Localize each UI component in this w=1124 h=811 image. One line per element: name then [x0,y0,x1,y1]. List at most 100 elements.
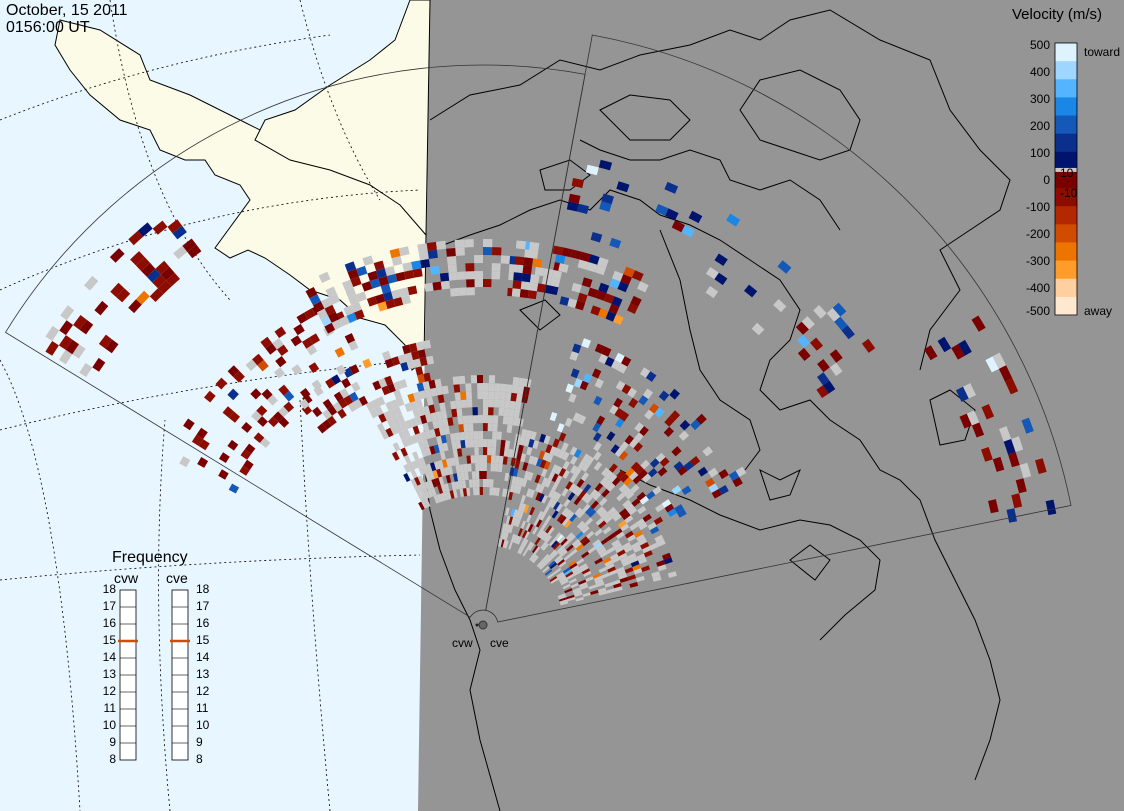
scatter-cell-648 [525,522,531,532]
scatter-cell-949 [663,557,673,565]
scatter-cell-377 [291,364,303,376]
scatter-cell-183 [472,415,479,424]
scatter-cell-384 [198,439,210,451]
scatter-cell-750 [576,520,585,529]
scatter-cell-1066 [519,289,529,299]
scatter-cell-768 [514,476,521,486]
scatter-cell-131 [478,439,483,448]
scatter-cell-550 [58,335,73,350]
scatter-cell-165 [458,424,465,433]
scatter-cell-664 [569,562,578,570]
time-label: 0156:00 UT [6,19,90,36]
coastline-10 [519,299,561,331]
scatter-cell-574 [532,555,539,564]
scatter-cell-996 [657,466,668,477]
scatter-cell-1156 [726,213,741,227]
scatter-cell-863 [610,510,619,519]
scatter-cell-343 [402,344,411,355]
scatter-cell-396 [290,335,302,347]
scatter-cell-753 [586,530,595,539]
scatter-cell-986 [619,441,629,451]
scatter-cell-93 [478,455,483,463]
scatter-cell-330 [391,356,401,366]
scatter-cell-1142 [829,349,843,363]
scatter-cell-555 [59,320,74,336]
scatter-cell-341 [362,358,372,369]
scatter-cell-118 [412,451,420,461]
colorbar-tick-label: -100 [1025,200,1050,214]
scatter-cell-1140 [681,225,695,238]
scatter-cell-702 [537,510,544,520]
scatter-cell-75 [490,463,495,472]
scatter-cell-650 [532,526,539,535]
scatter-cell-247 [483,391,489,400]
scatter-cell-262 [418,390,427,400]
scatter-cell-920 [656,560,666,567]
scatter-cell-894 [643,550,653,558]
scatter-cell-477 [491,263,501,272]
scatter-cell-881 [573,467,582,477]
scatter-cell-640 [574,592,583,597]
scatter-cell-391 [191,434,204,446]
scatter-cell-769 [518,477,524,487]
scatter-cell-620 [517,528,523,537]
scatter-cell-724 [564,519,572,529]
scatter-cell-1092 [598,282,610,294]
scatter-cell-738 [529,489,536,499]
frequency-scale-label-cve: 9 [196,735,203,749]
scatter-cell-44 [427,479,434,489]
site-label-cve: cve [490,636,509,650]
scatter-cell-490 [402,262,413,272]
scatter-cell-92 [474,455,479,464]
scatter-cell-1135 [795,321,809,335]
scatter-cell-980 [664,503,675,513]
colorbar-tick-label: 0 [1043,173,1050,187]
scatter-cell-401 [265,343,277,355]
scatter-cell-905 [557,449,566,459]
scatter-cell-6 [439,492,446,502]
frequency-title: Frequency [112,549,188,566]
scatter-cell-548 [135,257,150,272]
scatter-cell-233 [514,401,522,411]
scatter-cell-45 [431,478,438,488]
scatter-cell-900 [528,438,535,448]
scatter-cell-902 [545,444,553,454]
scatter-cell-782 [606,546,616,554]
scatter-cell-301 [381,385,391,396]
scatter-cell-209 [488,407,494,416]
scatter-cell-551 [73,315,87,330]
scatter-cell-847 [528,455,535,465]
scatter-cell-1072 [598,308,609,319]
scatter-cell-939 [622,487,632,496]
scatter-cell-505 [446,248,456,257]
colorbar-ground-band [1055,167,1077,172]
scatter-cell-657 [551,540,559,548]
scatter-cell-944 [647,522,657,531]
date-label: October, 15 2011 [6,2,128,19]
scatter-cell-442 [474,278,483,288]
scatter-cell-578 [542,565,550,573]
scatter-cell-359 [283,401,295,413]
scatter-cell-822 [555,475,563,484]
scatter-cell-1091 [581,277,593,288]
scatter-cell-682 [547,526,555,536]
scatter-cell-1002 [659,457,670,467]
scatter-cell-834 [604,515,613,524]
scatter-cell-1094 [514,256,525,266]
scatter-cell-323 [406,360,416,370]
scatter-cell-7 [443,492,449,501]
scatter-cell-719 [543,505,551,514]
scatter-cell-546 [94,300,109,316]
scatter-cell-1145 [665,208,679,221]
scatter-cell-799 [573,496,582,506]
scatter-cell-369 [251,410,263,422]
scatter-cell-1131 [568,193,581,204]
scatter-cell-927 [552,438,560,448]
scatter-cell-1026 [704,477,716,488]
scatter-cell-735 [513,484,519,494]
scatter-cell-918 [638,522,648,531]
scatter-cell-312 [349,391,359,402]
scatter-cell-1143 [571,178,584,189]
scatter-cell-480 [534,266,545,277]
scatter-cell-886 [621,511,631,521]
